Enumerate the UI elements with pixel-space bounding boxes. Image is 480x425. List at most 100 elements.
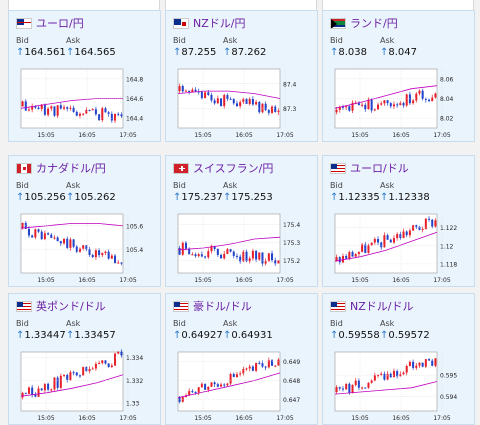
candle [50, 389, 53, 391]
candle [242, 98, 245, 103]
bid-label: Bid [330, 181, 343, 190]
candle [396, 371, 399, 377]
candle [389, 103, 392, 107]
candle [85, 109, 88, 114]
pair-title-link[interactable]: 豪ドル/ドル [173, 298, 252, 314]
candle [399, 102, 402, 106]
pair-title-link[interactable]: 英ポンド/ドル [16, 298, 106, 314]
candle [274, 365, 277, 367]
candle [220, 384, 223, 387]
candle [200, 383, 203, 388]
candle [34, 106, 37, 108]
pair-title-link[interactable]: カナダドル/円 [16, 160, 106, 176]
candle [91, 368, 94, 370]
price-chart: 105.6 105.4 15:05 16:05 17:05 [20, 213, 143, 284]
candle [370, 242, 373, 246]
candle [389, 373, 392, 378]
ch-flag [173, 162, 189, 174]
candle [361, 244, 364, 252]
candle [367, 245, 370, 253]
candle [197, 254, 200, 257]
pair-title-link[interactable]: NZドル/円 [173, 15, 245, 31]
up-arrow-icon: ↑ [173, 192, 182, 203]
pair-title-link[interactable]: NZドル/ドル [330, 298, 413, 314]
candle [107, 251, 110, 259]
eu-flag [16, 17, 32, 29]
candle [114, 353, 117, 366]
bid-value: ↑105.256 [16, 192, 66, 203]
candle [431, 219, 434, 227]
y-tick-label: 8.04 [440, 96, 454, 103]
candle [345, 106, 348, 108]
candle [21, 223, 24, 229]
candle [418, 90, 421, 94]
price-chart: 1.122 1.12 1.118 15:05 16:05 17:05 [334, 213, 457, 284]
candle [178, 86, 181, 92]
bid-value: ↑0.64927 [173, 330, 223, 341]
up-arrow-icon: ↑ [380, 330, 389, 341]
pair-name: ユーロ/ドル [350, 162, 409, 175]
candle [104, 360, 107, 364]
candle [114, 255, 117, 264]
pair-title-link[interactable]: スイスフラン/円 [173, 160, 273, 176]
candle [34, 394, 37, 397]
candle [431, 97, 434, 102]
candle [264, 261, 267, 264]
candle [408, 230, 411, 236]
x-tick-label: 15:05 [37, 277, 54, 284]
candle [63, 238, 66, 244]
x-tick-label: 17:05 [433, 132, 450, 139]
candle [31, 387, 34, 395]
bid-value: ↑164.561 [16, 47, 66, 58]
candle [117, 113, 120, 115]
candle [402, 231, 405, 239]
candle [56, 377, 59, 388]
candle [213, 245, 216, 249]
candle [53, 237, 56, 239]
up-arrow-icon: ↑ [173, 47, 182, 58]
x-tick-label: 16:05 [235, 415, 252, 422]
pair-title-link[interactable]: ランド/円 [330, 15, 398, 31]
moving-average-line [20, 374, 124, 397]
bid-label: Bid [16, 36, 29, 45]
candle [380, 373, 383, 375]
candle [277, 260, 280, 264]
y-tick-label: 1.122 [440, 225, 457, 232]
candle [191, 391, 194, 393]
y-tick-label: 105.6 [126, 223, 143, 230]
candle [386, 373, 389, 380]
candle [357, 380, 360, 388]
pair-name: 豪ドル/ドル [193, 300, 252, 313]
up-arrow-icon: ↑ [223, 192, 232, 203]
x-tick-label: 17:05 [119, 277, 136, 284]
candle [223, 384, 226, 386]
candle [396, 104, 399, 106]
x-tick-label: 15:05 [37, 415, 54, 422]
candle [75, 372, 78, 376]
candle [120, 262, 123, 264]
candle [194, 89, 197, 92]
candle [184, 90, 187, 92]
candle [75, 111, 78, 116]
candle [341, 106, 344, 108]
candle [370, 99, 373, 111]
candle [204, 92, 207, 99]
candle [335, 109, 338, 113]
candle [31, 235, 34, 238]
candle [341, 255, 344, 263]
candle [213, 382, 216, 385]
candle [242, 368, 245, 374]
candle [386, 235, 389, 240]
candle [181, 242, 184, 255]
candle [357, 102, 360, 106]
pair-title-link[interactable]: ユーロ/ドル [330, 160, 409, 176]
candle [235, 255, 238, 257]
candle [47, 383, 50, 390]
ask-value: ↑164.565 [66, 47, 116, 58]
candle [220, 98, 223, 107]
x-tick-label: 16:05 [78, 415, 95, 422]
candle [210, 245, 213, 252]
x-tick-label: 17:05 [276, 277, 293, 284]
currency-card: スイスフラン/円 Bid Ask ↑175.237 ↑175.253 175.4 175.3… [165, 155, 318, 287]
pair-title-link[interactable]: ユーロ/円 [16, 15, 84, 31]
